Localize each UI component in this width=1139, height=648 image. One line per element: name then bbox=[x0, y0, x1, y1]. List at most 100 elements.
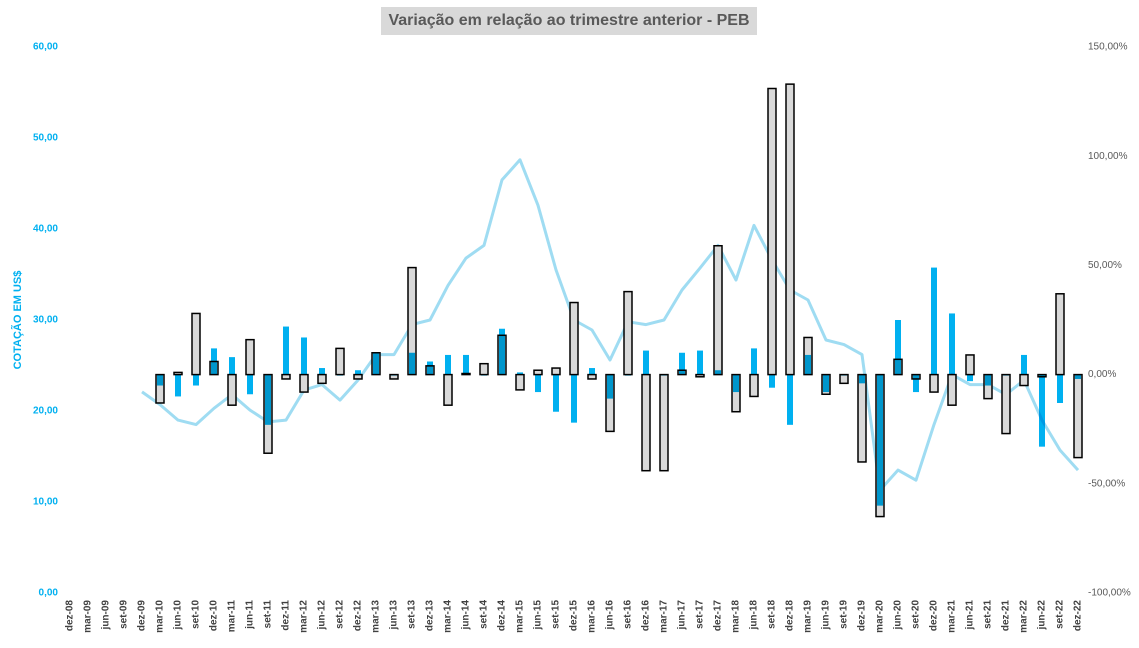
bar bbox=[499, 328, 505, 375]
bar bbox=[173, 371, 183, 376]
y-tick-label: 40,00 bbox=[33, 224, 58, 235]
bar bbox=[553, 374, 559, 412]
bar bbox=[373, 352, 379, 375]
bar bbox=[929, 373, 939, 393]
x-tick-label: mar-22 bbox=[1019, 600, 1030, 633]
bar bbox=[245, 338, 255, 376]
bar bbox=[517, 372, 523, 375]
bar bbox=[515, 373, 525, 391]
bar bbox=[695, 373, 705, 378]
x-tick-label: dez-14 bbox=[497, 600, 508, 632]
x-tick-label: dez-10 bbox=[209, 600, 220, 632]
y2-tick-label: 100,00% bbox=[1088, 151, 1128, 162]
bar bbox=[299, 373, 309, 393]
bar bbox=[1055, 293, 1065, 376]
bar bbox=[247, 374, 253, 395]
x-tick-label: set-15 bbox=[551, 600, 562, 629]
x-tick-label: set-16 bbox=[623, 600, 634, 629]
x-tick-label: jun-16 bbox=[605, 600, 616, 631]
x-tick-label: dez-22 bbox=[1073, 600, 1084, 632]
bar bbox=[913, 374, 919, 393]
title-box bbox=[381, 7, 757, 35]
bar bbox=[641, 373, 651, 472]
y-tick-label: 20,00 bbox=[33, 406, 58, 417]
x-tick-label: mar-14 bbox=[443, 600, 454, 633]
x-tick-label: jun-22 bbox=[1037, 600, 1048, 631]
bar bbox=[697, 350, 703, 375]
bar bbox=[1021, 354, 1027, 375]
x-tick-label: dez-16 bbox=[641, 600, 652, 632]
bar bbox=[661, 374, 667, 376]
bar bbox=[949, 313, 955, 375]
bar bbox=[443, 373, 453, 406]
price-line bbox=[141, 158, 1080, 492]
bar bbox=[857, 373, 867, 463]
x-tick-label: jun-14 bbox=[461, 600, 472, 631]
bar bbox=[317, 373, 327, 385]
x-tick-label: mar-11 bbox=[227, 600, 238, 633]
bar bbox=[877, 374, 883, 506]
x-tick-label: jun-13 bbox=[389, 600, 400, 631]
bar bbox=[481, 374, 487, 376]
bar bbox=[463, 354, 469, 375]
x-tick-label: jun-18 bbox=[749, 600, 760, 631]
x-tick-label: dez-11 bbox=[281, 600, 292, 631]
y-tick-label: 0,00 bbox=[39, 588, 59, 599]
x-tick-label: set-18 bbox=[767, 600, 778, 629]
x-tick-label: mar-19 bbox=[803, 600, 814, 633]
bar bbox=[445, 354, 451, 375]
x-tick-label: set-17 bbox=[695, 600, 706, 629]
bar bbox=[1075, 374, 1081, 379]
x-tick-label: jun-17 bbox=[677, 600, 688, 631]
bar bbox=[607, 374, 613, 399]
bar bbox=[157, 374, 163, 386]
bar bbox=[337, 374, 343, 376]
bar bbox=[227, 373, 237, 406]
x-tick-label: mar-18 bbox=[731, 600, 742, 633]
bar bbox=[823, 374, 829, 393]
bar bbox=[301, 337, 307, 375]
y2-tick-label: 50,00% bbox=[1088, 260, 1122, 271]
x-tick-label: set-10 bbox=[191, 600, 202, 629]
y-tick-label: 30,00 bbox=[33, 315, 58, 326]
bar bbox=[281, 373, 291, 380]
bar bbox=[355, 370, 361, 375]
bar bbox=[533, 369, 543, 376]
bar bbox=[353, 373, 363, 380]
x-tick-label: dez-09 bbox=[137, 600, 148, 632]
bar bbox=[643, 350, 649, 375]
x-tick-label: dez-18 bbox=[785, 600, 796, 632]
x-tick-label: mar-09 bbox=[83, 600, 94, 633]
bar bbox=[229, 357, 235, 375]
bar bbox=[1057, 374, 1063, 403]
bar bbox=[895, 320, 901, 375]
x-tick-label: set-19 bbox=[839, 600, 850, 629]
x-tick-label: mar-13 bbox=[371, 600, 382, 633]
bar bbox=[625, 374, 631, 376]
bar bbox=[931, 267, 937, 375]
bar bbox=[319, 368, 325, 375]
x-tick-label: jun-19 bbox=[821, 600, 832, 631]
x-tick-label: set-22 bbox=[1055, 600, 1066, 629]
x-tick-label: set-13 bbox=[407, 600, 418, 629]
bar bbox=[733, 374, 739, 393]
y2-tick-label: 150,00% bbox=[1088, 42, 1128, 53]
bar bbox=[965, 354, 975, 376]
x-tick-label: set-20 bbox=[911, 600, 922, 629]
bar bbox=[985, 374, 991, 386]
x-tick-label: dez-13 bbox=[425, 600, 436, 632]
x-tick-label: jun-21 bbox=[965, 600, 976, 631]
x-tick-label: dez-20 bbox=[929, 600, 940, 632]
bar bbox=[1003, 374, 1009, 376]
bar bbox=[409, 352, 415, 375]
bar bbox=[283, 326, 289, 375]
bar bbox=[805, 354, 811, 375]
bar bbox=[679, 352, 685, 375]
bar bbox=[841, 374, 847, 376]
x-tick-label: jun-11 bbox=[245, 600, 256, 630]
x-tick-label: set-11 bbox=[263, 600, 274, 629]
x-tick-label: set-21 bbox=[983, 600, 994, 629]
bar bbox=[191, 312, 201, 376]
bar bbox=[769, 374, 775, 388]
x-tick-label: jun-15 bbox=[533, 600, 544, 631]
